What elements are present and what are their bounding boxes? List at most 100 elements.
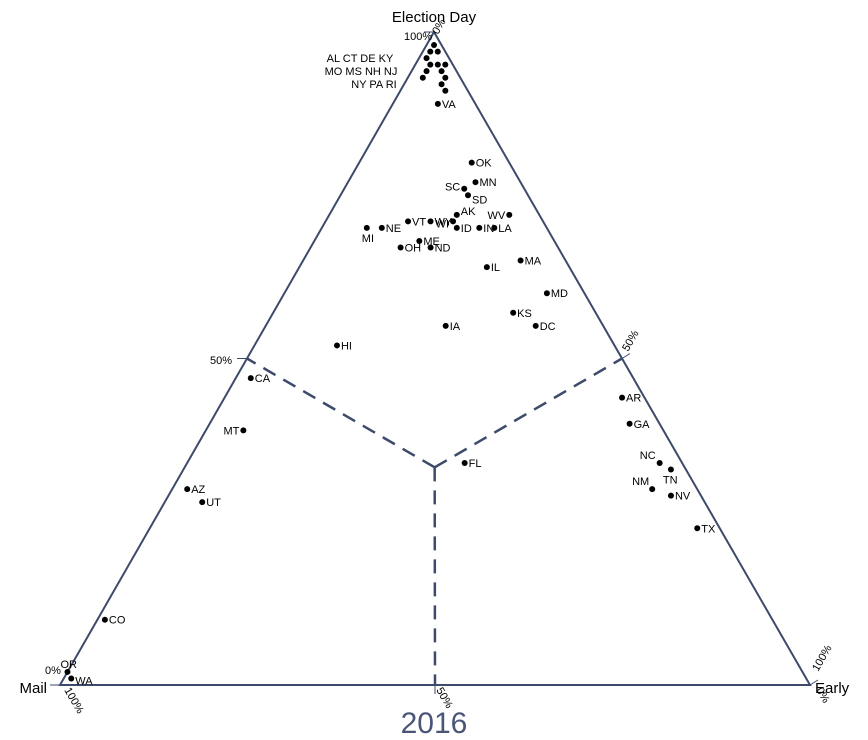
point-label-wy: WY [435, 216, 453, 228]
point-dc [532, 322, 539, 329]
point-hi [333, 342, 340, 349]
point-label-tx: TX [701, 523, 716, 535]
point-label-nm: NM [632, 476, 649, 488]
point-in [476, 224, 483, 231]
point-unlabeled [427, 48, 434, 55]
vertex-label-mail: Mail [19, 680, 47, 697]
stacked-label-row-1: AL CT DE KY [327, 53, 394, 65]
point-label-sd: SD [472, 194, 487, 206]
tick-label-early-50: 50% [620, 328, 642, 353]
point-label-ma: MA [525, 256, 542, 268]
point-label-hi: HI [341, 340, 352, 352]
point-ia [442, 322, 449, 329]
axis-ticks [50, 31, 819, 694]
point-mt [240, 427, 247, 434]
point-sd [465, 192, 471, 199]
point-mi [363, 224, 370, 231]
point-vt [405, 218, 412, 225]
point-label-ia: IA [450, 321, 461, 333]
point-ga [626, 420, 633, 427]
point-fl [461, 459, 468, 466]
point-label-ga: GA [634, 419, 651, 431]
tick-label-election-day-0: 0% [45, 665, 61, 677]
point-label-la: LA [498, 223, 512, 235]
chart-title: 2016 [401, 707, 468, 740]
stacked-label-row-3: NY PA RI [351, 79, 396, 91]
point-wv [506, 211, 513, 218]
point-label-ak: AK [461, 206, 476, 218]
point-unlabeled [423, 68, 430, 75]
point-label-nv: NV [675, 491, 691, 503]
point-mn [472, 179, 479, 186]
point-wy [427, 218, 434, 225]
point-nv [667, 492, 674, 499]
point-oh [397, 244, 404, 251]
point-unlabeled [431, 42, 438, 49]
point-ut [199, 499, 206, 506]
divider-early-eday [434, 357, 623, 469]
point-label-me: ME [423, 236, 440, 248]
point-label-il: IL [491, 262, 500, 274]
point-nm [649, 486, 656, 493]
point-label-va: VA [442, 99, 457, 111]
tick-mark [809, 679, 819, 686]
point-wi [450, 218, 457, 225]
point-label-dc: DC [540, 321, 556, 333]
point-md [543, 290, 550, 297]
point-wa [68, 675, 75, 682]
point-sc [461, 185, 468, 192]
point-label-ne: NE [386, 223, 401, 235]
point-nc [656, 459, 663, 466]
point-unlabeled [442, 87, 449, 94]
point-ar [619, 394, 626, 401]
point-az [184, 486, 191, 493]
point-unlabeled [423, 55, 430, 62]
point-label-oh: OH [405, 242, 422, 254]
vertex-label-election-day: Election Day [392, 9, 477, 26]
tick-label-mail-100: 100% [61, 686, 86, 717]
point-label-nc: NC [640, 450, 656, 462]
point-label-ks: KS [517, 308, 532, 320]
point-label-ok: OK [476, 158, 493, 170]
stacked-state-labels: AL CT DE KY MO MS NH NJ NY PA RI [325, 53, 398, 91]
point-ks [510, 309, 517, 316]
point-label-ut: UT [206, 497, 221, 509]
point-unlabeled [427, 61, 434, 68]
point-va [434, 100, 441, 107]
point-ok [468, 159, 475, 166]
point-label-md: MD [551, 288, 568, 300]
point-label-in: IN [483, 223, 494, 235]
point-tn [667, 466, 674, 473]
point-me [416, 237, 423, 244]
point-unlabeled [438, 81, 445, 88]
point-unlabeled [438, 68, 445, 75]
point-label-mi: MI [362, 233, 374, 245]
point-label-wi: WI [436, 218, 449, 230]
region-dividers [246, 357, 623, 686]
point-co [101, 616, 108, 623]
point-ne [378, 224, 385, 231]
divider-mail-eday [246, 357, 436, 469]
point-ak [453, 211, 460, 218]
point-unlabeled [419, 74, 426, 81]
point-label-tn: TN [663, 475, 678, 487]
point-unlabeled [434, 61, 441, 68]
point-la [491, 224, 498, 231]
point-unlabeled [442, 61, 449, 68]
point-label-az: AZ [191, 484, 205, 496]
point-id [453, 224, 460, 231]
tick-label-election-day-50: 50% [210, 355, 232, 367]
point-label-ca: CA [255, 373, 271, 385]
point-label-wv: WV [488, 210, 506, 222]
point-ca [247, 375, 254, 382]
vertex-label-early: Early [815, 680, 850, 697]
point-il [483, 264, 490, 271]
point-label-mt: MT [223, 425, 239, 437]
point-label-or: OR [60, 659, 77, 671]
point-ma [517, 257, 524, 264]
point-unlabeled [442, 74, 449, 81]
point-label-nd: ND [435, 242, 451, 254]
point-label-vt: VT [412, 216, 426, 228]
